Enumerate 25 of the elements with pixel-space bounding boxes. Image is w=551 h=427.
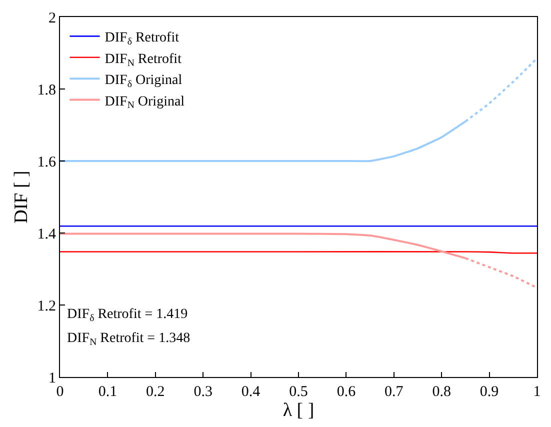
- x-tick-label: 0.6: [336, 384, 356, 400]
- legend-label: DIF$_{N}$ Retrofit: [104, 52, 182, 69]
- y-tick-label: 2: [48, 10, 56, 26]
- y-tick-label: 1: [48, 370, 56, 386]
- x-tick-label: 1: [533, 384, 541, 400]
- x-tick-label: 0.4: [241, 384, 261, 400]
- x-tick-label: 0.2: [146, 384, 165, 400]
- y-tick-label: 1.6: [37, 154, 56, 170]
- x-tick-label: 0: [56, 384, 64, 400]
- x-tick-label: 0.1: [98, 384, 118, 400]
- legend-label: DIF$_{δ}$ Original: [104, 73, 182, 90]
- annotation: DIF$_{δ}$ Retrofit = 1.419: [67, 307, 188, 324]
- legend-label: DIF$_{N}$ Original: [104, 94, 185, 112]
- annotation: DIF$_{N}$ Retrofit = 1.348: [67, 331, 190, 348]
- legend-label: DIF$_{δ}$ Retrofit: [104, 30, 180, 48]
- x-axis-title: λ [ ]: [282, 400, 314, 421]
- y-axis-title: DIF [ ]: [11, 170, 32, 224]
- y-tick-label: 1.8: [37, 82, 56, 98]
- x-tick-label: 0.8: [432, 384, 451, 400]
- x-tick-label: 0.5: [289, 384, 308, 400]
- x-tick-label: 0.3: [194, 384, 212, 400]
- y-tick-label: 1.4: [37, 226, 56, 242]
- x-tick-label: 0.7: [384, 384, 404, 400]
- x-tick-label: 0.9: [480, 384, 499, 400]
- y-tick-label: 1.2: [37, 298, 56, 314]
